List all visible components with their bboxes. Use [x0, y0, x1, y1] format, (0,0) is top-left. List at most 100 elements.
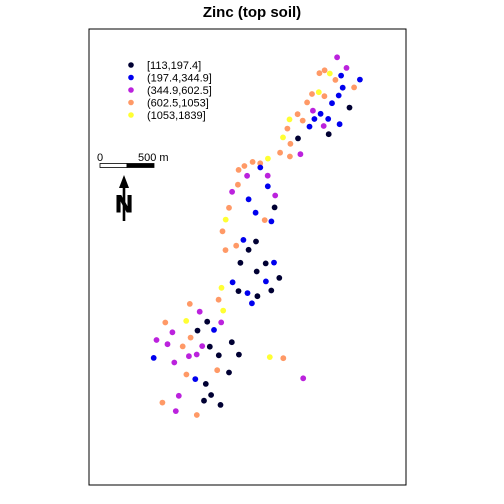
sample-point-26: [294, 111, 301, 118]
sample-point-84: [186, 353, 192, 360]
sample-point-40: [244, 172, 251, 179]
sample-point-47: [261, 217, 268, 224]
sample-point-25: [299, 117, 306, 124]
sample-point-43: [264, 183, 271, 190]
scale-bar-white-segment: [99, 163, 128, 168]
sample-point-88: [215, 352, 222, 359]
sample-point-33: [287, 153, 293, 160]
sample-point-59: [253, 238, 259, 245]
sample-point-27: [286, 116, 293, 123]
sample-point-12: [329, 100, 335, 107]
scale-bar: 0 500 m: [97, 152, 169, 168]
sample-point-44: [272, 192, 279, 199]
sample-point-53: [222, 216, 229, 223]
sample-point-17: [310, 107, 316, 114]
sample-point-85: [193, 351, 200, 358]
sample-point-41: [257, 164, 264, 171]
sample-point-1: [343, 65, 350, 71]
map-title: Zinc (top soil): [202, 4, 302, 21]
legend-label-3: (602.5,1053]: [147, 98, 209, 110]
sample-point-76: [211, 327, 217, 333]
sample-point-75: [218, 319, 225, 326]
sample-point-30: [287, 140, 294, 147]
sample-point-82: [187, 334, 194, 341]
sample-point-86: [199, 343, 206, 349]
legend: [113,197.4] (197.4,344.9] (344.9,602.5] …: [128, 60, 212, 122]
sample-point-31: [295, 135, 301, 142]
north-arrow: N: [115, 175, 133, 221]
sample-point-34: [277, 149, 283, 156]
sample-point-19: [325, 116, 332, 122]
sample-point-54: [219, 228, 226, 235]
sample-point-106: [193, 412, 200, 418]
sample-point-22: [320, 123, 327, 129]
scale-bar-black-segment: [126, 163, 155, 168]
sample-point-51: [229, 188, 236, 195]
sample-point-39: [235, 167, 242, 173]
sample-point-46: [268, 218, 275, 225]
sample-point-78: [196, 308, 203, 315]
legend-label-1: (197.4,344.9]: [147, 73, 212, 85]
sample-point-14: [315, 89, 322, 96]
sample-point-45: [271, 204, 278, 211]
sample-point-3: [357, 76, 363, 83]
sample-point-7: [326, 70, 333, 77]
legend-label-4: (1053,1839]: [147, 110, 206, 122]
sample-point-49: [245, 196, 252, 203]
sample-point-98: [169, 329, 176, 336]
sample-point-105: [217, 402, 224, 408]
sample-point-20: [336, 121, 343, 128]
sample-point-110: [280, 355, 287, 362]
north-arrow-head: [119, 175, 129, 188]
north-arrow-label: N: [115, 191, 132, 218]
sample-point-62: [262, 260, 269, 267]
sample-point-81: [194, 327, 201, 334]
sample-point-91: [226, 369, 232, 376]
sample-point-96: [171, 359, 178, 366]
legend-marker-1: [128, 74, 134, 81]
sample-point-21: [325, 131, 332, 138]
sample-point-16: [304, 99, 310, 106]
sample-point-2: [338, 72, 344, 79]
sample-point-92: [214, 367, 221, 374]
sample-point-71: [229, 279, 236, 286]
legend-marker-0: [128, 62, 134, 68]
sample-point-55: [222, 247, 229, 254]
sample-point-37: [249, 159, 256, 165]
sample-point-13: [321, 93, 328, 100]
sample-point-38: [241, 163, 248, 169]
sample-point-63: [271, 259, 277, 266]
sample-point-102: [175, 392, 182, 399]
sample-point-107: [172, 408, 179, 414]
sample-point-111: [300, 375, 307, 382]
sample-point-89: [228, 339, 235, 346]
sample-point-66: [263, 278, 269, 285]
legend-label-2: (344.9,602.5]: [147, 85, 212, 97]
sample-point-32: [297, 151, 304, 158]
sample-point-23: [311, 116, 318, 122]
sample-point-11: [346, 104, 353, 111]
sample-point-24: [306, 123, 313, 130]
sample-point-64: [276, 275, 283, 281]
sample-point-6: [332, 77, 339, 83]
sample-point-93: [202, 381, 209, 387]
sample-point-95: [183, 371, 190, 378]
sample-point-52: [226, 204, 232, 211]
sample-point-28: [284, 125, 291, 132]
plot-frame: [88, 28, 407, 486]
sample-point-94: [192, 376, 199, 382]
sample-point-109: [266, 354, 273, 360]
legend-marker-3: [128, 99, 134, 106]
sample-point-8: [321, 67, 328, 74]
sample-point-9: [316, 70, 323, 77]
sample-point-68: [249, 300, 255, 307]
sample-point-61: [253, 268, 260, 275]
sample-point-104: [208, 392, 215, 398]
sample-point-60: [237, 259, 244, 266]
sample-point-80: [183, 318, 190, 324]
sample-point-99: [162, 319, 169, 326]
legend-label-0: [113,197.4]: [147, 60, 201, 72]
sample-point-69: [244, 290, 251, 296]
scale-bar-start-label: 0: [97, 152, 103, 164]
legend-marker-4: [128, 112, 134, 118]
